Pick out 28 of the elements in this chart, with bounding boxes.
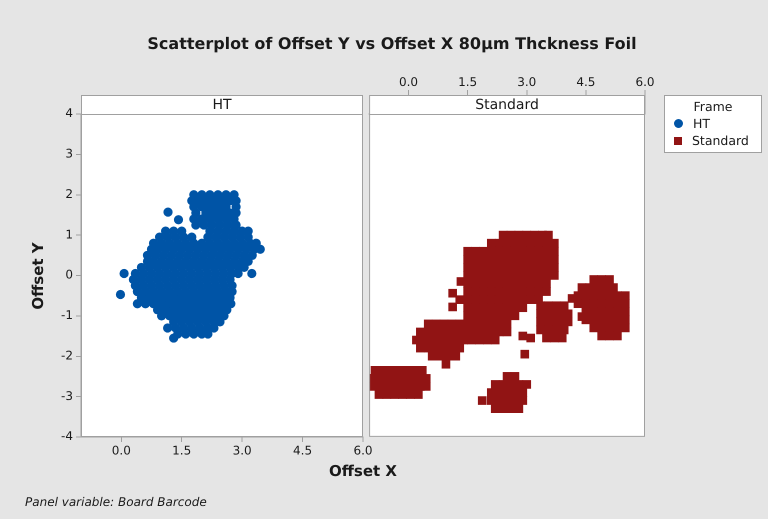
y-tick-label: 2: [65, 186, 73, 201]
y-tick-label: 1: [65, 227, 73, 242]
y-tick-label: -2: [61, 348, 73, 362]
x-tick-label: 0.0: [398, 74, 418, 89]
y-tick-label: 4: [65, 106, 73, 120]
x-tick-label: 1.5: [458, 74, 478, 89]
x-tick-label: 0.0: [112, 443, 131, 458]
y-tick-label: -3: [61, 388, 73, 403]
y-axis-title: Offset Y: [29, 242, 47, 310]
x-tick-label: 6.0: [353, 443, 373, 458]
chart-subtitle: HT: [212, 97, 232, 114]
x-tick-label: 4.5: [293, 443, 312, 458]
x-tick-label: 3.0: [232, 443, 252, 458]
legend-label: Standard: [692, 133, 749, 148]
x-tick-label: 3.0: [517, 74, 536, 89]
x-axis-title: Offset X: [329, 462, 397, 480]
x-tick-label: 1.5: [172, 443, 192, 458]
legend-label: HT: [693, 116, 710, 131]
y-tick-label: -1: [61, 308, 73, 322]
text: Panel variable: Board Barcode: [25, 495, 207, 509]
y-tick-label: 3: [65, 146, 73, 160]
y-tick-label: -4: [61, 429, 73, 444]
y-tick-label: 0: [65, 268, 73, 282]
legend-title: Frame: [694, 98, 732, 116]
x-tick-label: 6.0: [635, 74, 655, 89]
x-tick-label: 4.5: [576, 74, 596, 89]
chart-title: Scatterplot of Offset Y vs Offset X 80µm Thckness Foil: [147, 34, 637, 53]
chart-subtitle: Standard: [475, 97, 539, 114]
